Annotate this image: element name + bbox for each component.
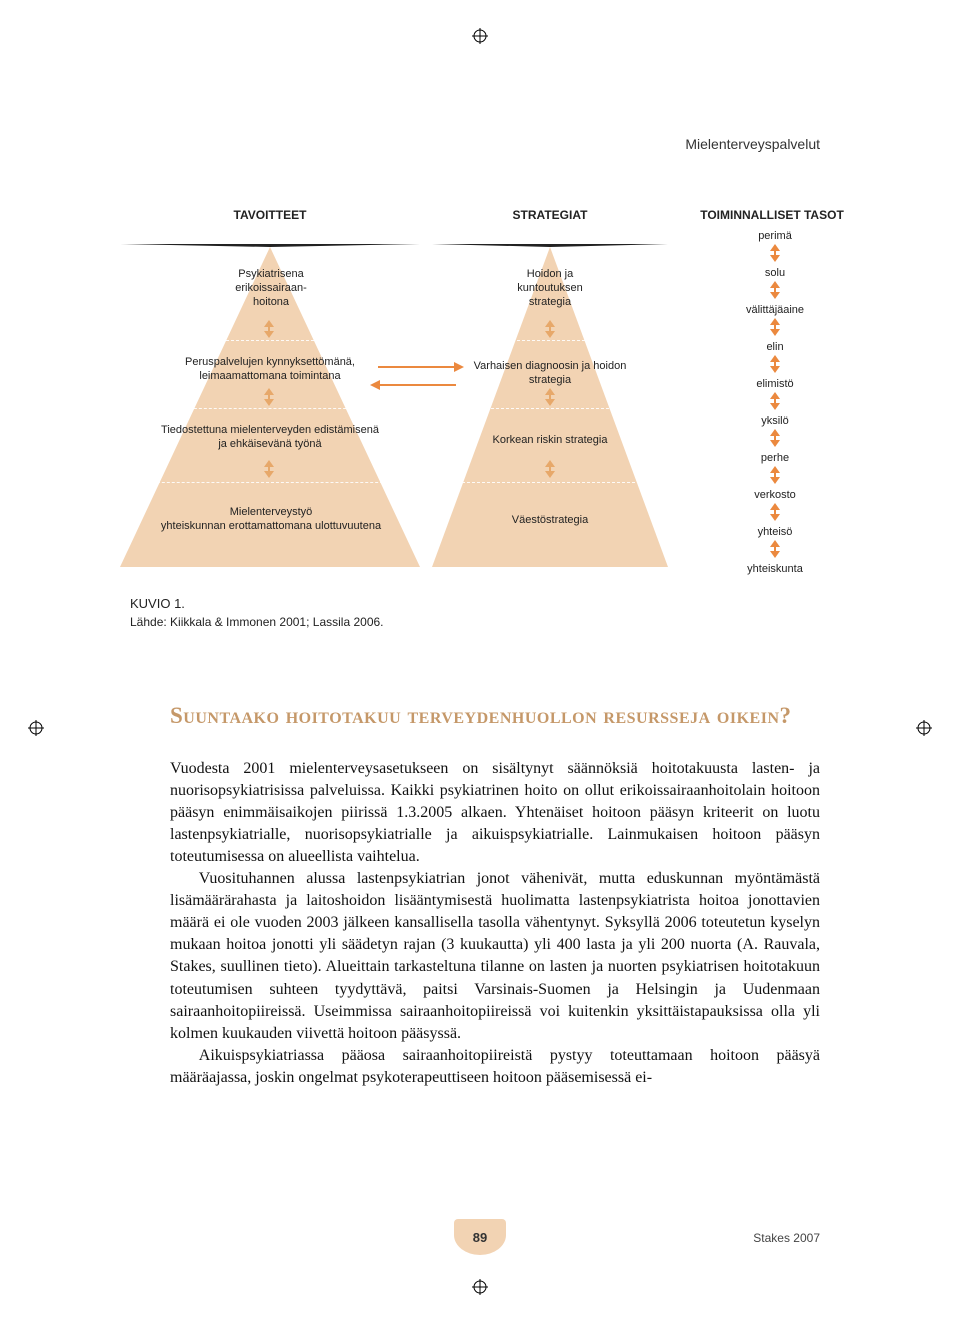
printer-mark-top	[472, 28, 488, 44]
center-level-3: Väestöstrategia	[490, 514, 610, 528]
level-item: elin	[720, 341, 830, 353]
figure-number: KUVIO 1.	[130, 596, 384, 611]
figure-source: Lähde: Kiikkala & Immonen 2001; Lassila …	[130, 615, 384, 629]
printer-mark-right	[916, 720, 932, 736]
double-arrow-icon	[720, 466, 830, 487]
double-arrow-icon	[720, 503, 830, 524]
double-arrow-icon	[720, 281, 830, 302]
figure-caption: KUVIO 1. Lähde: Kiikkala & Immonen 2001;…	[130, 596, 384, 629]
level-item: elimistö	[720, 378, 830, 390]
double-arrow-icon	[720, 355, 830, 376]
double-arrow-icon	[264, 388, 274, 411]
level-item: perhe	[720, 452, 830, 464]
double-arrow-icon	[720, 392, 830, 413]
running-head: Mielenterveyspalvelut	[685, 136, 820, 152]
publisher-label: Stakes 2007	[753, 1231, 820, 1245]
double-arrow-icon	[264, 320, 274, 343]
center-level-2: Korkean riskin strategia	[470, 434, 630, 448]
article-body: Suuntaako hoitotakuu terveydenhuollon re…	[170, 700, 820, 1089]
double-arrow-icon	[720, 540, 830, 561]
page-footer: 89 Stakes 2007	[0, 1215, 960, 1255]
level-item: yksilö	[720, 415, 830, 427]
level-item: verkosto	[720, 489, 830, 501]
double-arrow-icon	[720, 318, 830, 339]
section-title: Suuntaako hoitotakuu terveydenhuollon re…	[170, 700, 820, 732]
left-level-1: Peruspalvelujen kynnyksettömänä,leimaama…	[170, 356, 370, 384]
left-level-0: Psykiatrisenaerikoissairaan-hoitona	[216, 268, 326, 309]
center-level-1: Varhaisen diagnoosin ja hoidonstrategia	[460, 360, 640, 388]
paragraph: Vuosituhannen alussa lastenpsykiatrian j…	[170, 868, 820, 1045]
connector-arrow-left	[378, 384, 456, 386]
col-header-left: TAVOITTEET	[190, 208, 350, 222]
double-arrow-icon	[720, 429, 830, 450]
printer-mark-bottom	[472, 1279, 488, 1295]
printer-mark-left	[28, 720, 44, 736]
level-item: yhteisö	[720, 526, 830, 538]
connector-arrow-right	[378, 366, 456, 368]
level-item: solu	[720, 267, 830, 279]
page-number-badge: 89	[454, 1219, 506, 1255]
level-item: välittäjäaine	[720, 304, 830, 316]
level-item: perimä	[720, 230, 830, 242]
double-arrow-icon	[545, 320, 555, 343]
double-arrow-icon	[545, 388, 555, 411]
figure-diagram: TAVOITTEET STRATEGIAT TOIMINNALLISET TAS…	[130, 208, 830, 588]
col-header-right: TOIMINNALLISET TASOT	[682, 208, 862, 222]
col-header-center: STRATEGIAT	[480, 208, 620, 222]
double-arrow-icon	[720, 244, 830, 265]
double-arrow-icon	[264, 460, 274, 483]
level-item: yhteiskunta	[720, 563, 830, 575]
paragraph: Aikuispsykiatriassa pääosa sairaanhoitop…	[170, 1045, 820, 1089]
functional-levels: perimä solu välittäjäaine elin elimistö …	[720, 228, 830, 577]
double-arrow-icon	[545, 460, 555, 483]
paragraph: Vuodesta 2001 mielenterveysasetukseen on…	[170, 758, 820, 868]
center-level-0: Hoidon jakuntoutuksenstrategia	[500, 268, 600, 309]
left-level-3: Mielenterveystyöyhteiskunnan erottamatto…	[126, 506, 416, 534]
left-level-2: Tiedostettuna mielenterveyden edistämise…	[140, 424, 400, 452]
